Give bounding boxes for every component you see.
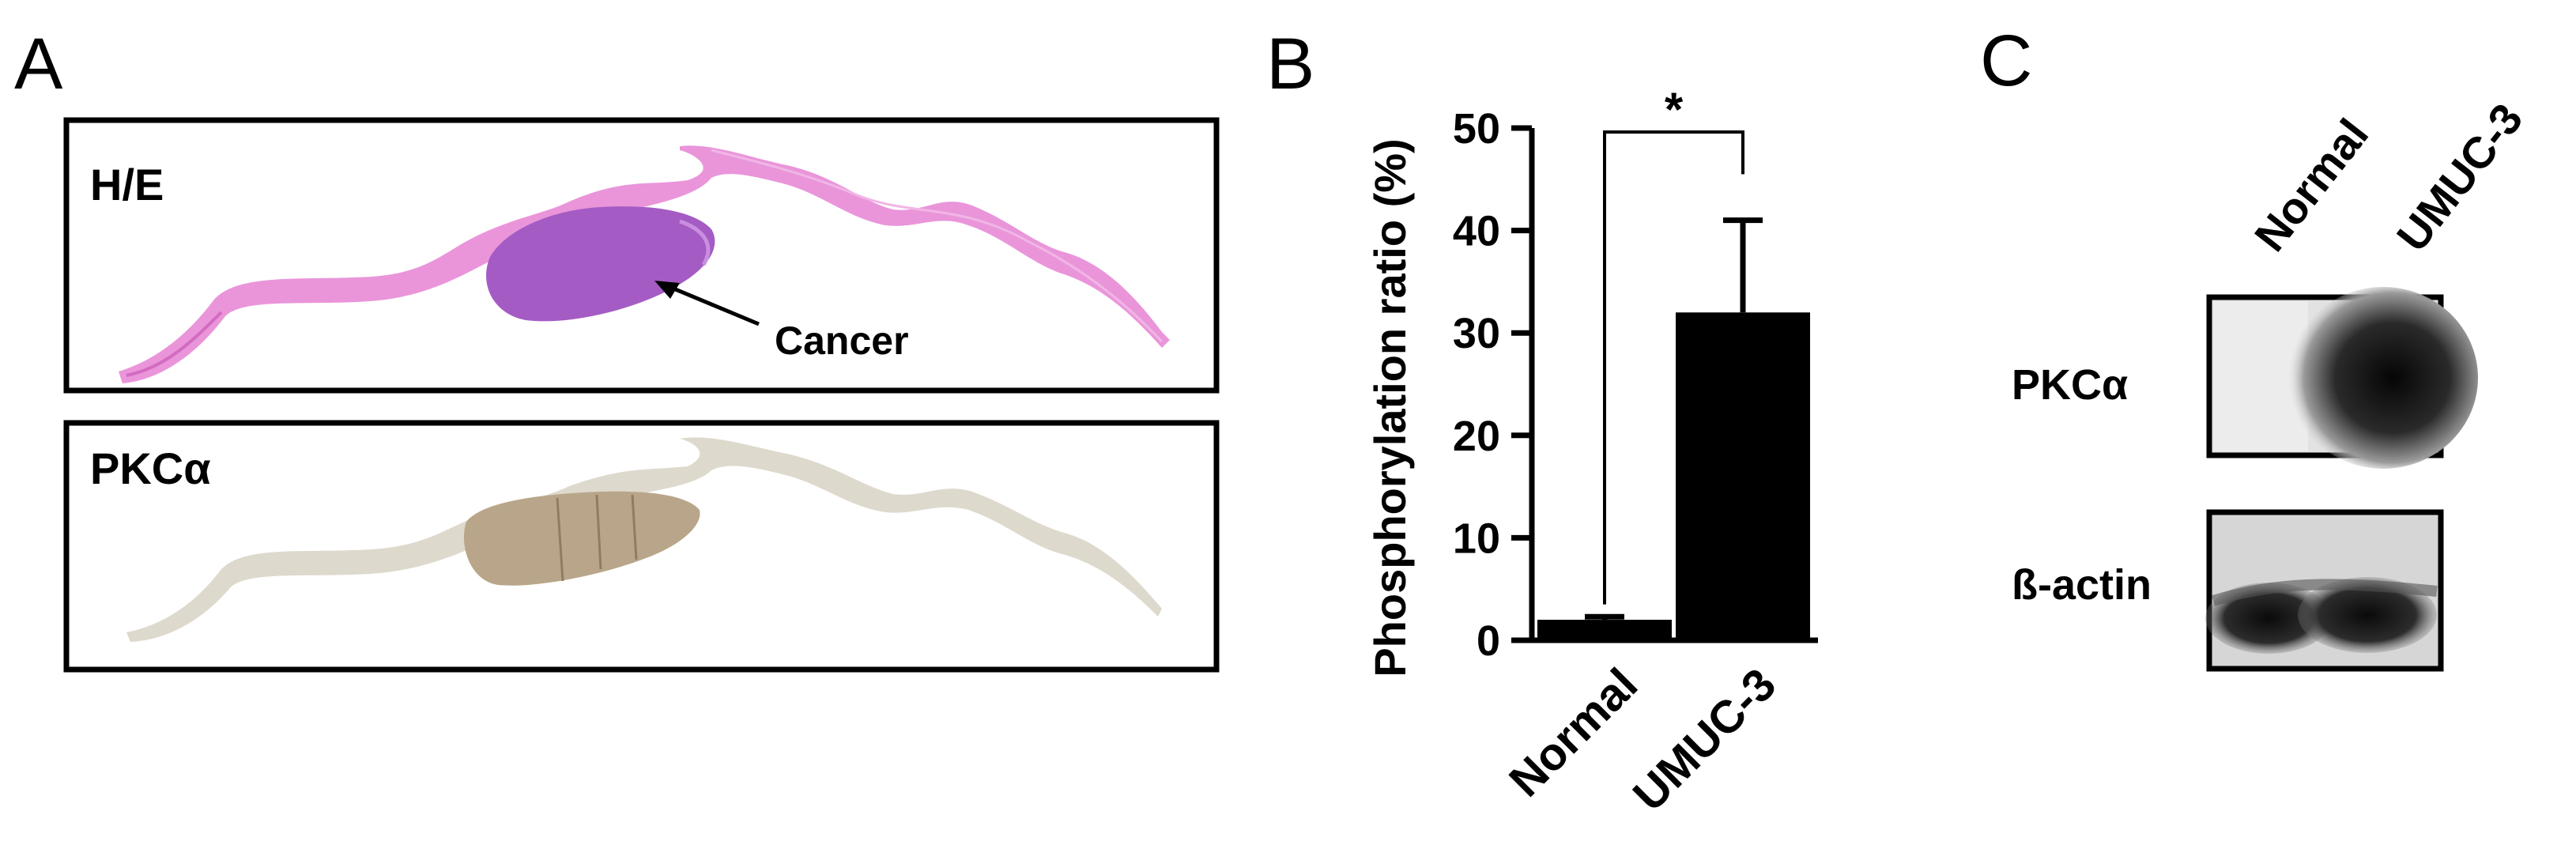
panel-c: C Normal UMUC-3 PKCα ß-actin: [1980, 21, 2533, 672]
ihc-pkc-label: PKCα: [90, 443, 211, 493]
panel-c-letter: C: [1980, 21, 2032, 101]
y-axis-title: Phosphorylation ratio (%): [1365, 138, 1415, 677]
ihc-tumor-mass: [463, 491, 700, 586]
panel-a-letter: A: [14, 24, 63, 104]
blot-actin: [2205, 509, 2444, 672]
blot-pkc-label: PKCα: [2012, 361, 2128, 409]
he-image-box: H/E Cancer: [63, 117, 1220, 394]
significance-bracket: [1603, 130, 1744, 605]
lane-label-umuc3: UMUC-3: [2387, 94, 2533, 260]
y-tick-label: 50: [1453, 105, 1500, 153]
panel-a: A H/E Cancer PKCα: [14, 24, 1220, 673]
y-tick-label: 30: [1453, 310, 1500, 357]
bar-normal: [1537, 620, 1672, 640]
y-tick-label: 10: [1453, 515, 1500, 562]
x-category-label: UMUC-3: [1624, 658, 1786, 820]
pkc-band-umuc3: [2288, 287, 2478, 469]
pkc-ihc-image-box: PKCα: [63, 420, 1220, 673]
y-tick-label: 20: [1453, 413, 1500, 460]
panel-b-letter: B: [1266, 24, 1314, 104]
blot-pkc: [2206, 287, 2478, 469]
ihc-tissue-ribbon: [126, 437, 1162, 642]
y-tick-label: 0: [1477, 617, 1500, 665]
he-tissue-ribbon: [119, 145, 1170, 384]
significance-marker: *: [1665, 83, 1684, 136]
cancer-label: Cancer: [775, 319, 909, 363]
blot-actin-label: ß-actin: [2012, 561, 2152, 609]
actin-band-umuc3: [2298, 577, 2437, 653]
y-tick-label: 40: [1453, 208, 1500, 255]
he-label: H/E: [90, 160, 164, 209]
he-tumor-mass: [486, 206, 715, 322]
lane-label-normal: Normal: [2245, 110, 2378, 261]
actin-band-normal: [2205, 583, 2332, 654]
bar-umuc-3: [1676, 312, 1810, 640]
cancer-arrow: [663, 282, 760, 326]
